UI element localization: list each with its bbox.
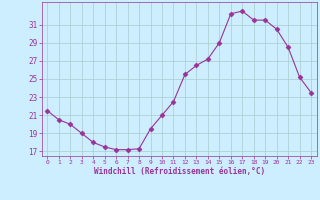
X-axis label: Windchill (Refroidissement éolien,°C): Windchill (Refroidissement éolien,°C) bbox=[94, 167, 265, 176]
